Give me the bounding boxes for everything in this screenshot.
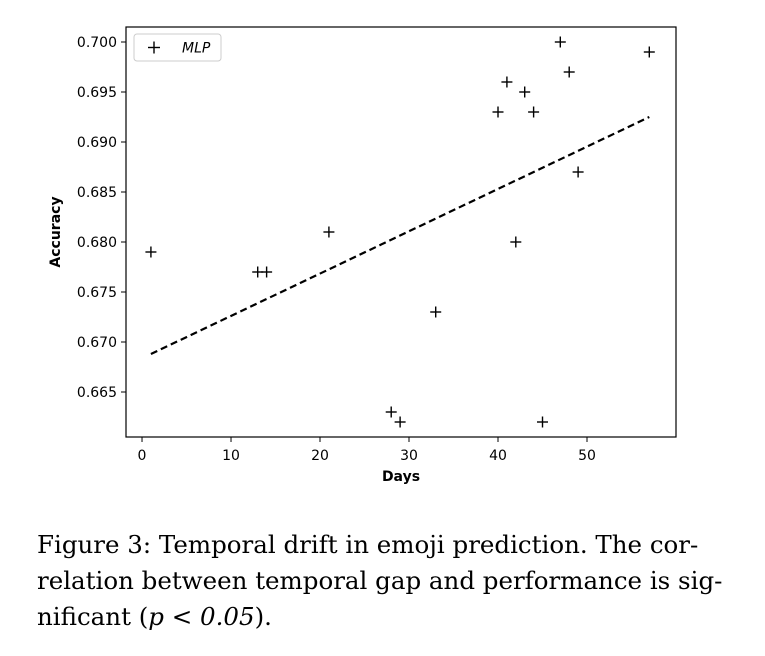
data-point: [528, 106, 540, 118]
y-tick-label: 0.690: [77, 135, 117, 151]
x-tick-label: 50: [578, 448, 596, 464]
data-points: [145, 36, 655, 428]
legend-box: [133, 33, 222, 62]
x-tick-label: 10: [222, 448, 240, 464]
caption-line-1: Figure 3: Temporal drift in emoji predic…: [37, 530, 699, 559]
y-tick-label: 0.665: [77, 385, 117, 401]
y-tick-label: 0.670: [77, 335, 117, 351]
y-tick-label: 0.700: [77, 35, 117, 51]
x-axis-label: Days: [382, 469, 420, 485]
x-tick-label: 0: [138, 448, 147, 464]
data-point: [501, 76, 513, 88]
x-axis: 0 10 20 30 40 50: [138, 437, 596, 464]
data-point: [537, 416, 549, 428]
data-point: [261, 266, 273, 278]
y-axis-label: Accuracy: [48, 196, 64, 267]
plot-frame: [125, 26, 677, 438]
data-point: [430, 306, 442, 318]
data-point: [643, 46, 655, 58]
data-point: [323, 226, 335, 238]
y-axis: 0.665 0.670 0.675 0.680 0.685 0.690 0.695 0.700: [77, 35, 126, 401]
trend-line: [150, 116, 650, 355]
x-tick-label: 30: [400, 448, 418, 464]
y-tick-label: 0.695: [77, 85, 117, 101]
figure-caption: Figure 3: Temporal drift in emoji predic…: [37, 527, 749, 635]
data-point: [385, 406, 397, 418]
x-tick-label: 40: [489, 448, 507, 464]
data-point: [510, 236, 522, 248]
data-point: [554, 36, 566, 48]
legend: MLP: [133, 33, 222, 62]
y-tick-label: 0.680: [77, 235, 117, 251]
y-tick-label: 0.685: [77, 185, 117, 201]
caption-text-end: ).: [254, 602, 272, 631]
data-point: [572, 166, 584, 178]
scatter-chart: 0 10 20 30 40 50 0.6650.6700.6750.6800.6850.6…: [48, 26, 677, 485]
caption-text: nificant (: [37, 602, 149, 631]
legend-marker: [148, 41, 160, 54]
caption-math: p < 0.05: [148, 602, 255, 631]
data-point: [394, 416, 406, 428]
x-tick-label: 20: [311, 448, 329, 464]
data-point: [145, 246, 157, 258]
caption-line-2: relation between temporal gap and perfor…: [37, 566, 723, 595]
caption-line-3: nificant (p < 0.05).: [37, 599, 749, 635]
y-tick-label: 0.675: [77, 285, 117, 301]
data-point: [519, 86, 531, 98]
data-point: [492, 106, 504, 118]
legend-label: MLP: [182, 41, 211, 57]
data-point: [563, 66, 575, 78]
